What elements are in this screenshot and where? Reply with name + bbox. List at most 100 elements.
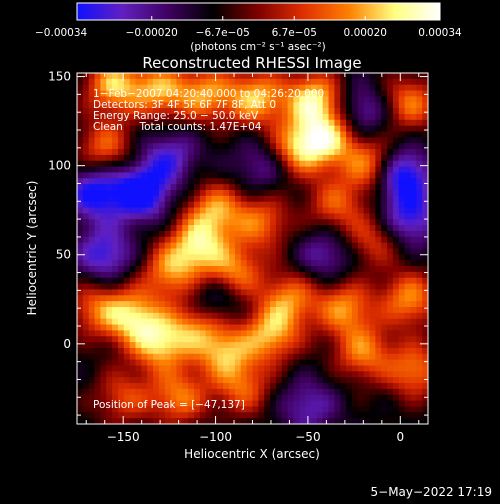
heatmap-cell (357, 90, 365, 97)
heatmap-cell (281, 143, 289, 150)
heatmap-cell (205, 201, 213, 209)
heatmap-cell (170, 230, 178, 238)
x-tick-label: 0 (396, 430, 404, 444)
heatmap-cell (398, 108, 406, 115)
heatmap-cell (281, 301, 289, 308)
heatmap-cell (270, 283, 277, 291)
heatmap-cell (264, 289, 271, 296)
heatmap-cell (404, 143, 412, 150)
heatmap-cell (112, 207, 119, 214)
heatmap-cell (117, 371, 125, 378)
heatmap-cell (129, 172, 137, 179)
heatmap-cell (82, 324, 90, 331)
heatmap-cell (252, 342, 259, 349)
heatmap-cell (123, 301, 131, 308)
heatmap-cell (293, 248, 300, 255)
heatmap-cell (357, 143, 365, 150)
heatmap-cell (82, 406, 90, 413)
heatmap-cell (229, 119, 236, 127)
heatmap-cell (264, 254, 271, 261)
heatmap-cell (82, 388, 90, 396)
heatmap-cell (293, 254, 300, 261)
heatmap-cell (158, 73, 166, 80)
heatmap-cell (299, 406, 306, 413)
heatmap-cell (223, 248, 230, 255)
heatmap-cell (106, 394, 113, 402)
heatmap-cell (240, 400, 248, 408)
heatmap-cell (381, 242, 388, 250)
heatmap-cell (100, 388, 107, 396)
heatmap-cell (305, 412, 312, 419)
heatmap-cell (357, 330, 365, 337)
heatmap-cell (264, 394, 271, 402)
heatmap-cell (123, 312, 131, 320)
heatmap-cell (240, 359, 248, 367)
heatmap-cell (106, 149, 113, 156)
heatmap-cell (387, 219, 394, 226)
heatmap-cell (381, 283, 388, 291)
heatmap-cell (94, 137, 101, 144)
heatmap-cell (281, 412, 289, 419)
heatmap-cell (404, 242, 412, 250)
heatmap-cell (158, 324, 166, 331)
heatmap-cell (129, 96, 137, 103)
heatmap-cell (123, 84, 131, 92)
heatmap-cell (170, 418, 178, 424)
heatmap-cell (240, 84, 248, 92)
heatmap-cell (176, 248, 183, 255)
heatmap-cell (410, 418, 417, 424)
heatmap-cell (164, 400, 172, 408)
heatmap-cell (199, 236, 207, 244)
heatmap-cell (387, 125, 394, 133)
heatmap-cell (100, 219, 107, 226)
heatmap-cell (322, 166, 330, 174)
x-tick-label: −150 (107, 430, 140, 444)
heatmap-cell (422, 160, 428, 168)
heatmap-cell (77, 271, 84, 279)
heatmap-cell (252, 207, 259, 214)
heatmap-cell (392, 137, 400, 144)
heatmap-cell (246, 312, 254, 320)
heatmap-cell (153, 418, 160, 424)
heatmap-cell (240, 108, 248, 115)
heatmap-cell (351, 330, 359, 337)
heatmap-cell (264, 412, 271, 419)
heatmap-cell (123, 102, 131, 109)
heatmap-cell (129, 271, 137, 279)
heatmap-cell (129, 201, 137, 209)
heatmap-cell (346, 143, 353, 150)
heatmap-cell (106, 371, 113, 378)
heatmap-cell (211, 143, 218, 150)
heatmap-cell (223, 418, 230, 424)
heatmap-cell (410, 154, 417, 162)
heatmap-cell (422, 154, 428, 162)
heatmap-cell (77, 131, 84, 138)
heatmap-cell (404, 248, 412, 255)
heatmap-cell (112, 96, 119, 103)
heatmap-cell (264, 195, 271, 203)
heatmap-cell (287, 102, 295, 109)
heatmap-cell (82, 178, 90, 185)
heatmap-cell (153, 78, 160, 86)
heatmap-cell (135, 400, 142, 408)
heatmap-cell (117, 143, 125, 150)
heatmap-cell (346, 312, 353, 320)
heatmap-cell (194, 78, 201, 86)
heatmap-cell (322, 406, 330, 413)
heatmap-cell (375, 371, 382, 378)
heatmap-cell (270, 312, 277, 320)
heatmap-cell (234, 172, 242, 179)
heatmap-cell (94, 225, 101, 232)
heatmap-cell (94, 359, 101, 367)
heatmap-cell (316, 359, 324, 367)
heatmap-cell (194, 260, 201, 267)
heatmap-cell (328, 207, 335, 214)
heatmap-cell (229, 388, 236, 396)
heatmap-cell (264, 143, 271, 150)
heatmap-cell (217, 108, 224, 115)
heatmap-cell (147, 143, 154, 150)
heatmap-cell (164, 412, 172, 419)
heatmap-cell (123, 371, 131, 378)
heatmap-cell (88, 353, 96, 361)
heatmap-cell (223, 102, 230, 109)
